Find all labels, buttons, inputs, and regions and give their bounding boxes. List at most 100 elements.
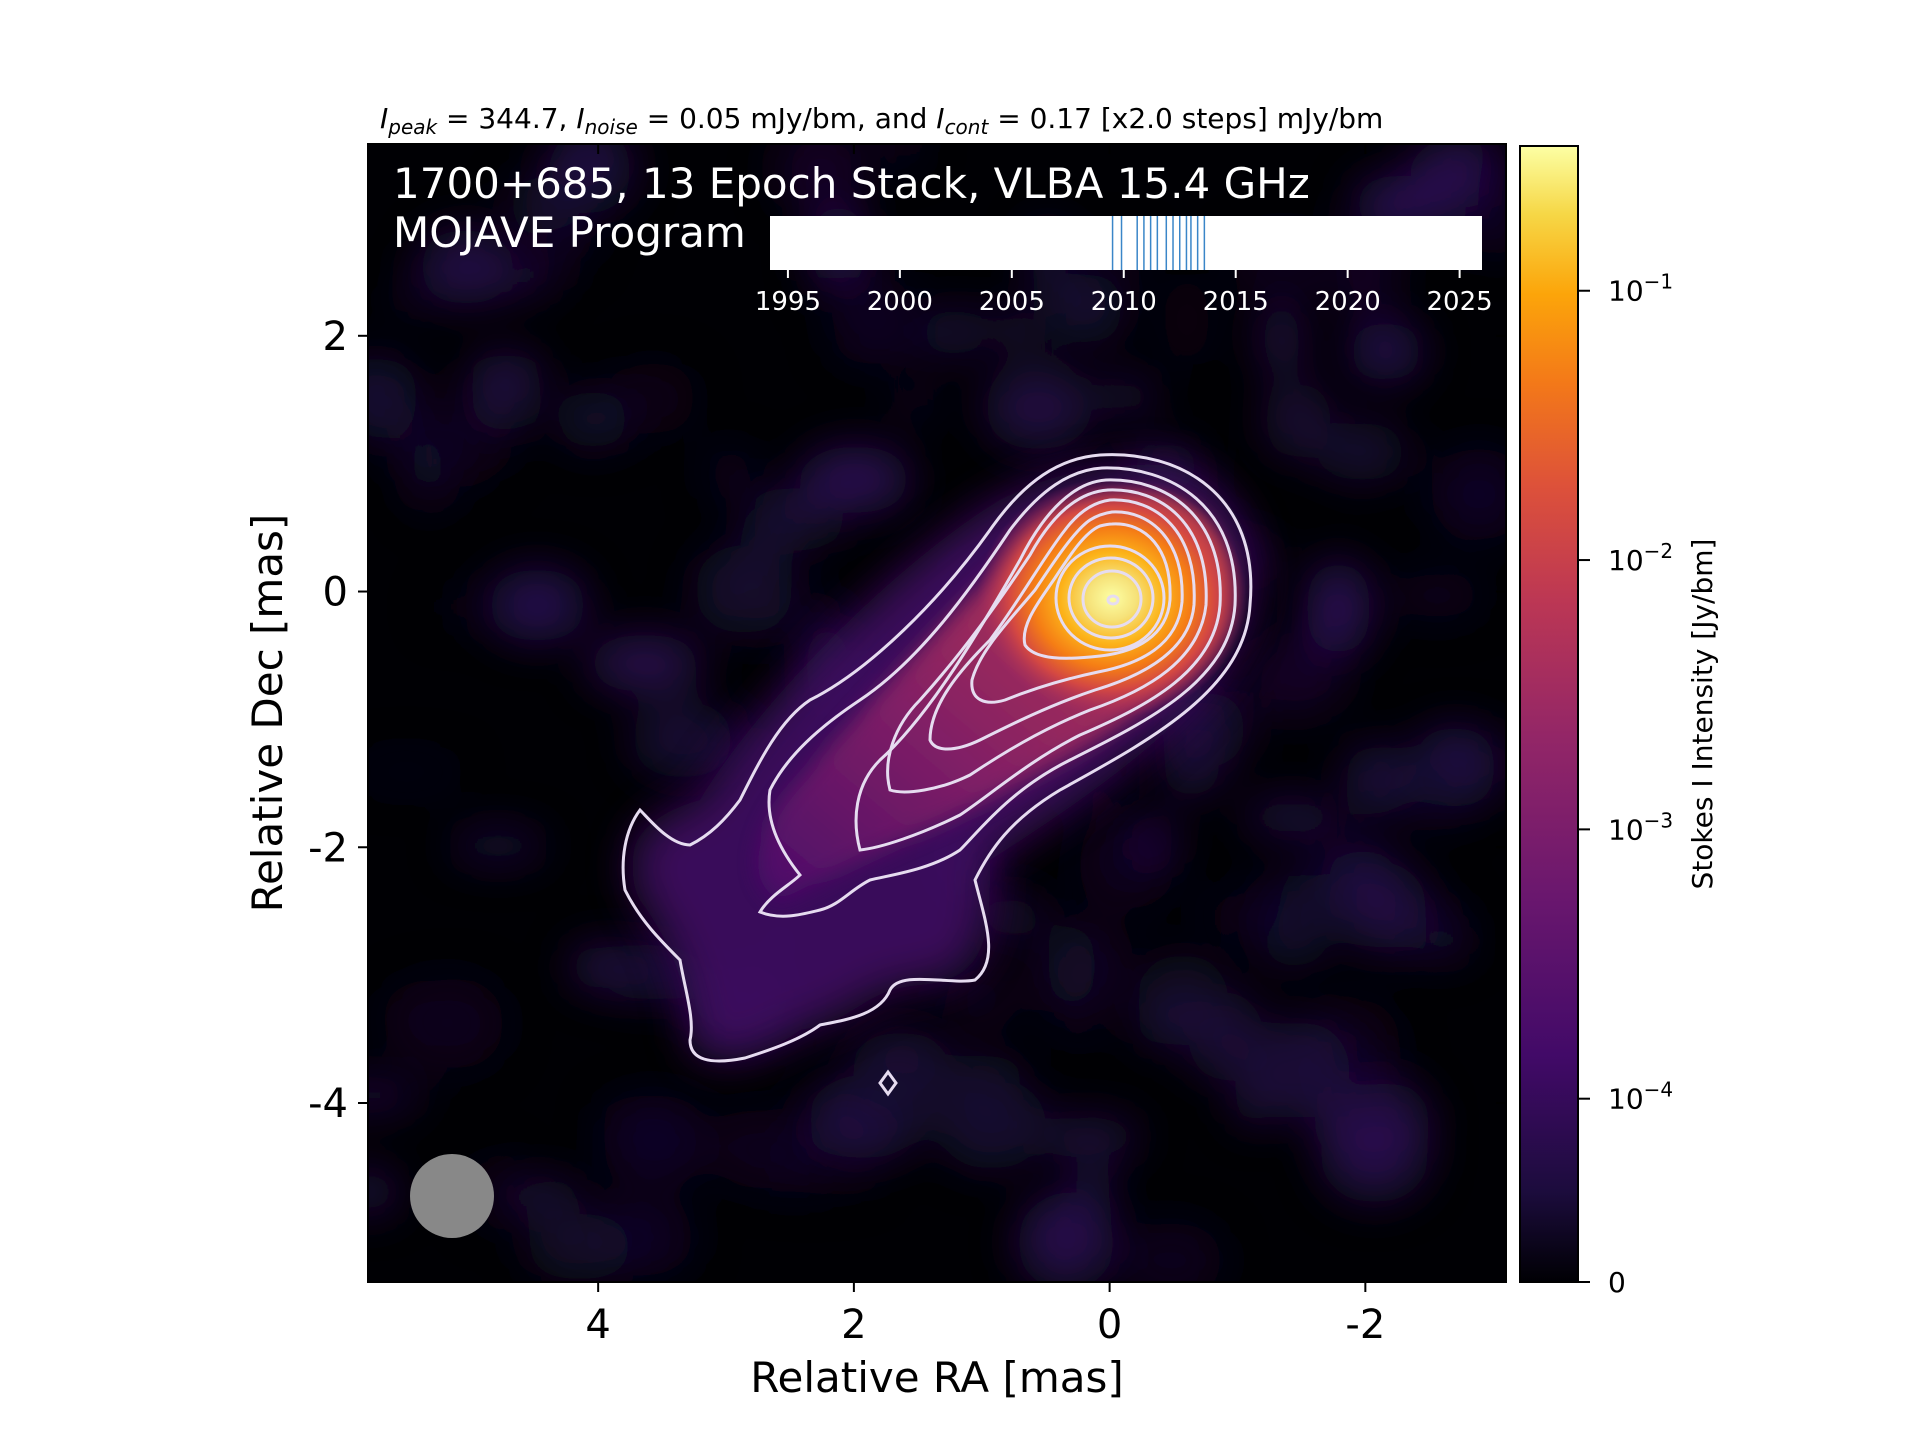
epoch-year-label: 2010: [1091, 287, 1157, 317]
contour-level-9: [1067, 556, 1155, 640]
x-tick-label: 4: [585, 1302, 610, 1348]
colorbar-tick-label: 10−2: [1608, 539, 1673, 577]
contour-island: [878, 1069, 898, 1097]
epoch-timeline-box: [770, 216, 1482, 270]
noise-blob: [1326, 1035, 1380, 1104]
noise-blob: [936, 1077, 1046, 1170]
noise-blob: [1164, 272, 1211, 368]
noise-blob: [1264, 380, 1331, 459]
colorbar-tick-label: 10−3: [1608, 808, 1673, 846]
noise-blob: [1051, 273, 1124, 343]
noise-blob: [1411, 903, 1460, 959]
noise-blob: [941, 971, 1020, 1027]
colorbar-tick-label: 0: [1608, 1266, 1626, 1299]
noise-blob: [1390, 572, 1484, 619]
contour-level-7: [1022, 522, 1172, 660]
y-tick-label: 0: [323, 570, 348, 616]
noise-blob: [631, 700, 735, 779]
contour-level-6: [970, 510, 1184, 704]
noise-blob: [1335, 862, 1426, 950]
noise-blob: [1017, 1194, 1115, 1282]
noise-blob: [774, 144, 866, 214]
noise-blob: [388, 280, 432, 317]
contour-level-11: [1106, 594, 1120, 606]
noise-blob: [745, 499, 798, 573]
x-tick-label: 2: [841, 1302, 866, 1348]
noise-blob: [775, 1163, 876, 1192]
epoch-year-label: 2020: [1315, 287, 1381, 317]
noise-blob: [1201, 893, 1288, 933]
noise-blob: [573, 149, 622, 213]
noise-blob: [1246, 632, 1347, 719]
noise-blob: [1431, 447, 1506, 542]
contour-level-4: [886, 488, 1208, 794]
noise-blob: [368, 1170, 398, 1214]
contour-level-1: [621, 453, 1253, 1063]
noise-blob: [402, 977, 505, 1070]
colorbar-tick-label: 10−4: [1608, 1078, 1673, 1116]
epoch-timeline: 1995 2000 2005 2010 2015 2020 2025: [755, 216, 1493, 317]
x-tick-label: -2: [1345, 1302, 1385, 1348]
contour-level-5: [928, 498, 1196, 751]
noise-blob: [1097, 377, 1156, 415]
noise-blob: [603, 1109, 710, 1185]
y-tick-label: 2: [323, 314, 348, 360]
contour-level-2: [757, 466, 1237, 918]
contour-levels: [621, 453, 1253, 1097]
noise-blob: [1306, 560, 1371, 657]
epoch-year-label: 2015: [1203, 287, 1269, 317]
program-label: MOJAVE Program: [393, 208, 746, 257]
noise-blob: [1250, 874, 1334, 969]
image-statistics-header: Ipeak = 344.7, Inoise = 0.05 mJy/bm, and…: [380, 102, 1383, 139]
x-tick-label: 0: [1097, 1302, 1122, 1348]
noise-blob: [1348, 322, 1424, 381]
noise-blob: [1478, 729, 1506, 791]
map-frame: [367, 143, 1507, 1283]
noise-blob: [1405, 755, 1467, 826]
noise-blob: [812, 277, 916, 307]
noise-blob: [432, 590, 481, 624]
intensity-map: 1700+685, 13 Epoch Stack, VLBA 15.4 GHz …: [368, 144, 1506, 1282]
contour-level-8: [1054, 544, 1166, 652]
noise-blob: [708, 447, 751, 501]
y-tick-label: -4: [308, 1081, 348, 1127]
noise-blob: [557, 390, 630, 449]
noise-blob: [408, 426, 448, 514]
beam-ellipse: [410, 1154, 494, 1238]
noise-blob: [503, 1178, 580, 1216]
contour-level-10: [1081, 569, 1143, 629]
noise-blob: [569, 944, 629, 989]
noise-blob: [1260, 299, 1303, 379]
noise-blob: [919, 308, 989, 357]
source-title: 1700+685, 13 Epoch Stack, VLBA 15.4 GHz: [393, 159, 1310, 208]
noise-blob: [1047, 920, 1097, 1011]
y-axis-label: Relative Dec [mas]: [243, 514, 292, 913]
noise-blob: [991, 309, 1045, 346]
noise-blob: [726, 575, 802, 639]
noise-blob: [526, 1213, 634, 1281]
y-tick-label: -2: [308, 825, 348, 871]
x-axis-label: Relative RA [mas]: [750, 1353, 1124, 1402]
epoch-year-label: 1995: [755, 287, 821, 317]
x-axis-ticks: 4 2 0 -2: [585, 144, 1385, 1348]
noise-blob: [1032, 1115, 1143, 1158]
y-axis-ticks: 2 0 -2 -4: [308, 314, 1506, 1127]
noise-blob: [368, 357, 419, 432]
noise-blob: [982, 895, 1040, 939]
noise-blob: [487, 568, 588, 642]
colorbar-tick-label: 10−1: [1608, 270, 1673, 308]
noise-blob: [1477, 161, 1506, 212]
noise-blob: [1316, 422, 1408, 482]
noise-blob: [754, 488, 823, 518]
epoch-year-label: 2005: [979, 287, 1045, 317]
epoch-year-label: 2000: [867, 287, 933, 317]
noise-blob: [419, 229, 514, 305]
noise-blob: [450, 828, 547, 863]
noise-blob: [836, 1054, 952, 1129]
noise-blob: [711, 1108, 805, 1189]
noise-blob: [984, 364, 1093, 451]
noise-blob: [610, 361, 697, 434]
noise-blob: [587, 634, 703, 693]
colorbar-gradient: [1519, 145, 1579, 1283]
